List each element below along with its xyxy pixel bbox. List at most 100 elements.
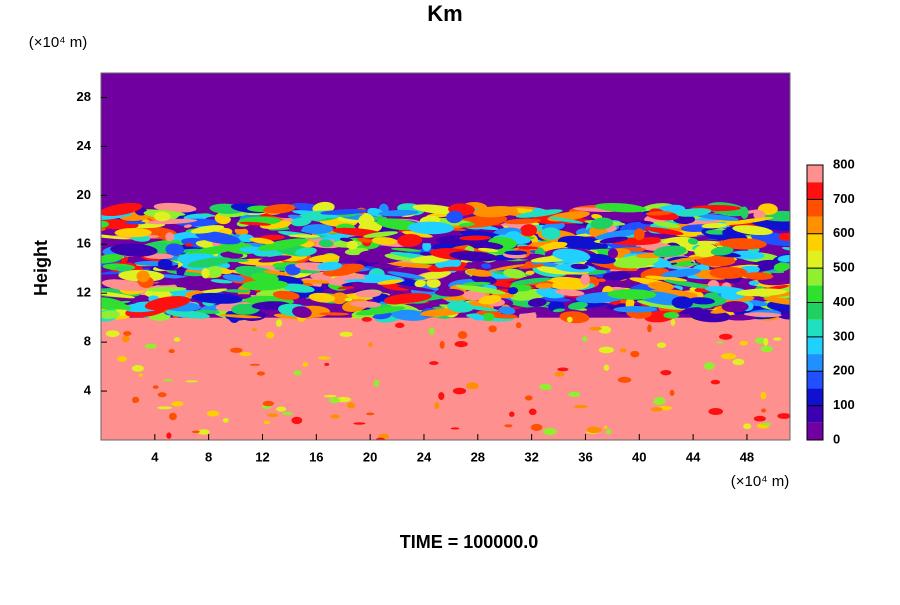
field-patch <box>263 270 295 276</box>
field-patch <box>414 279 426 288</box>
field-patch <box>324 363 330 366</box>
x-tick-label: 12 <box>255 449 269 464</box>
field-patch <box>391 247 422 252</box>
field-patch <box>263 420 270 425</box>
x-tick-label: 48 <box>740 449 754 464</box>
field-patch <box>454 341 468 348</box>
field-patch <box>344 297 353 302</box>
field-patch <box>292 306 312 318</box>
field-patch <box>219 314 262 319</box>
field-patch <box>230 347 243 353</box>
field-patch <box>515 322 522 329</box>
colorbar-tick-label: 800 <box>833 156 855 171</box>
field-patch <box>498 306 516 315</box>
field-patch <box>643 226 684 236</box>
colorbar-segment <box>807 250 823 269</box>
field-patch <box>319 312 350 316</box>
field-patch <box>184 242 194 247</box>
colorbar-segment <box>807 405 823 423</box>
field-patch <box>504 424 513 428</box>
y-tick-label: 12 <box>77 285 91 300</box>
field-patch <box>131 364 144 372</box>
field-patch <box>346 402 356 409</box>
field-patch <box>353 422 366 425</box>
field-patch <box>407 221 455 235</box>
field-patch <box>136 270 150 283</box>
field-patch <box>317 261 343 271</box>
field-patch <box>580 273 591 286</box>
field-patch <box>778 232 790 241</box>
x-tick-label: 40 <box>632 449 646 464</box>
field-patch <box>748 280 760 286</box>
field-patch <box>249 237 275 245</box>
field-patch <box>263 203 296 214</box>
field-patch <box>223 289 251 293</box>
field-patch <box>533 296 571 302</box>
field-patch <box>117 356 127 362</box>
field-patch <box>101 218 139 230</box>
field-patch <box>763 297 790 305</box>
field-patch <box>777 255 790 263</box>
field-patch <box>191 430 200 434</box>
field-patch <box>291 217 312 227</box>
field-patch <box>695 213 739 221</box>
field-patch <box>710 246 734 256</box>
field-patch <box>378 209 419 217</box>
field-patch <box>361 317 373 322</box>
field-patch <box>101 279 148 292</box>
field-patch <box>664 276 688 282</box>
colorbar-tick-label: 400 <box>833 294 855 309</box>
field-patch <box>105 330 120 338</box>
field-patch <box>330 414 340 419</box>
field-patch <box>555 289 585 297</box>
field-patch <box>187 257 233 268</box>
field-patch <box>732 225 773 236</box>
field-patch <box>719 238 767 250</box>
field-patch <box>763 338 769 346</box>
field-patch <box>157 258 173 270</box>
field-patch <box>459 235 492 241</box>
field-patch <box>173 337 181 342</box>
field-patch <box>266 331 275 339</box>
field-patch <box>275 319 283 327</box>
field-patch <box>528 408 537 416</box>
field-patch <box>401 231 433 238</box>
field-patch <box>670 318 676 326</box>
field <box>101 73 790 440</box>
field-patch <box>234 227 249 236</box>
field-patch <box>457 331 468 339</box>
field-patch <box>739 340 748 346</box>
field-patch <box>446 210 464 224</box>
field-patch <box>323 394 337 398</box>
field-patch <box>351 281 369 290</box>
field-patch <box>168 349 175 354</box>
field-patch <box>469 241 504 250</box>
colorbar-segment <box>807 268 823 286</box>
field-patch <box>582 253 616 265</box>
field-patch <box>761 422 772 426</box>
field-patch <box>538 241 568 251</box>
field-patch <box>507 287 518 295</box>
field-patch <box>447 301 474 313</box>
field-patch <box>256 371 265 376</box>
field-patch <box>672 262 699 267</box>
field-patch <box>472 314 485 321</box>
field-patch <box>301 224 334 235</box>
field-patch <box>132 396 140 403</box>
field-patch <box>294 247 317 257</box>
field-patch <box>394 322 405 329</box>
field-patch <box>328 397 340 404</box>
field-patch <box>165 243 185 256</box>
field-patch <box>282 411 294 416</box>
field-patch <box>557 367 569 372</box>
field-patch <box>761 408 767 413</box>
field-patch <box>157 406 173 410</box>
field-patch <box>554 371 565 377</box>
field-patch <box>719 333 733 340</box>
field-patch <box>520 224 538 237</box>
field-patch <box>384 293 432 304</box>
field-patch <box>647 281 674 291</box>
field-patch <box>197 429 210 435</box>
field-patch <box>722 217 774 226</box>
field-patch <box>293 370 302 376</box>
